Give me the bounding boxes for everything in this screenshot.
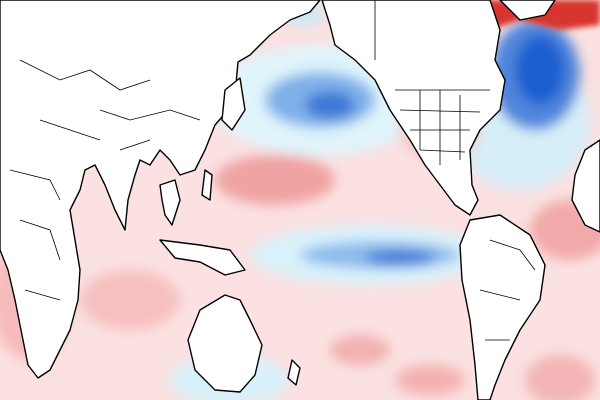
anomaly-warm bbox=[215, 155, 335, 205]
southeast-asia bbox=[159, 179, 181, 226]
indonesia bbox=[159, 239, 246, 276]
anomaly-warm bbox=[395, 365, 465, 395]
anomaly-warm bbox=[330, 335, 390, 365]
borders bbox=[9, 0, 536, 341]
new-zealand bbox=[287, 359, 301, 386]
south-america bbox=[459, 214, 546, 400]
anomaly-warm bbox=[525, 355, 595, 400]
anomaly-cool bbox=[515, 35, 565, 105]
border-lines bbox=[9, 59, 201, 301]
west-africa bbox=[571, 139, 600, 233]
anomaly-cool bbox=[305, 91, 355, 119]
eurasia-africa bbox=[0, 0, 321, 379]
philippines-japan bbox=[201, 77, 246, 201]
border-lines bbox=[479, 239, 536, 341]
australia bbox=[187, 294, 263, 393]
border-lines bbox=[374, 0, 490, 165]
anomaly-warm bbox=[80, 270, 180, 330]
greenland bbox=[499, 0, 556, 21]
north-america bbox=[321, 0, 506, 216]
anomaly-cool bbox=[365, 250, 435, 266]
